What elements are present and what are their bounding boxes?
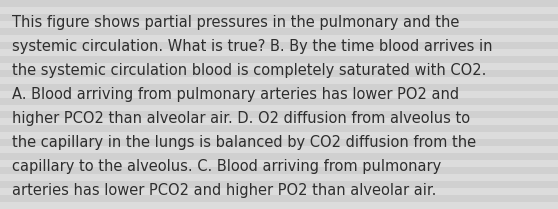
Bar bbox=[0, 14, 558, 21]
Text: capillary to the alveolus. C. Blood arriving from pulmonary: capillary to the alveolus. C. Blood arri… bbox=[12, 159, 441, 174]
Bar bbox=[0, 160, 558, 167]
Bar bbox=[0, 77, 558, 84]
Text: the capillary in the lungs is balanced by CO2 diffusion from the: the capillary in the lungs is balanced b… bbox=[12, 135, 477, 150]
Bar bbox=[0, 98, 558, 104]
Bar bbox=[0, 0, 558, 7]
Bar bbox=[0, 195, 558, 202]
Text: the systemic circulation blood is completely saturated with CO2.: the systemic circulation blood is comple… bbox=[12, 63, 487, 78]
Bar bbox=[0, 21, 558, 28]
Bar bbox=[0, 146, 558, 153]
Text: higher PCO2 than alveolar air. D. O2 diffusion from alveolus to: higher PCO2 than alveolar air. D. O2 dif… bbox=[12, 111, 470, 126]
Bar bbox=[0, 35, 558, 42]
Bar bbox=[0, 139, 558, 146]
Bar bbox=[0, 63, 558, 70]
Bar bbox=[0, 202, 558, 209]
Bar bbox=[0, 70, 558, 77]
Bar bbox=[0, 56, 558, 63]
Bar bbox=[0, 125, 558, 132]
Bar bbox=[0, 104, 558, 111]
Text: This figure shows partial pressures in the pulmonary and the: This figure shows partial pressures in t… bbox=[12, 15, 460, 30]
Bar bbox=[0, 28, 558, 35]
Bar bbox=[0, 188, 558, 195]
Bar bbox=[0, 132, 558, 139]
Bar bbox=[0, 167, 558, 174]
Bar bbox=[0, 49, 558, 56]
Bar bbox=[0, 42, 558, 49]
Text: A. Blood arriving from pulmonary arteries has lower PO2 and: A. Blood arriving from pulmonary arterie… bbox=[12, 87, 459, 102]
Text: systemic circulation. What is true? B. By the time blood arrives in: systemic circulation. What is true? B. B… bbox=[12, 39, 493, 54]
Bar bbox=[0, 84, 558, 90]
Text: arteries has lower PCO2 and higher PO2 than alveolar air.: arteries has lower PCO2 and higher PO2 t… bbox=[12, 183, 437, 198]
Bar bbox=[0, 181, 558, 188]
Bar bbox=[0, 90, 558, 98]
Bar bbox=[0, 153, 558, 160]
Bar bbox=[0, 7, 558, 14]
Bar bbox=[0, 174, 558, 181]
Bar bbox=[0, 119, 558, 125]
Bar bbox=[0, 111, 558, 119]
